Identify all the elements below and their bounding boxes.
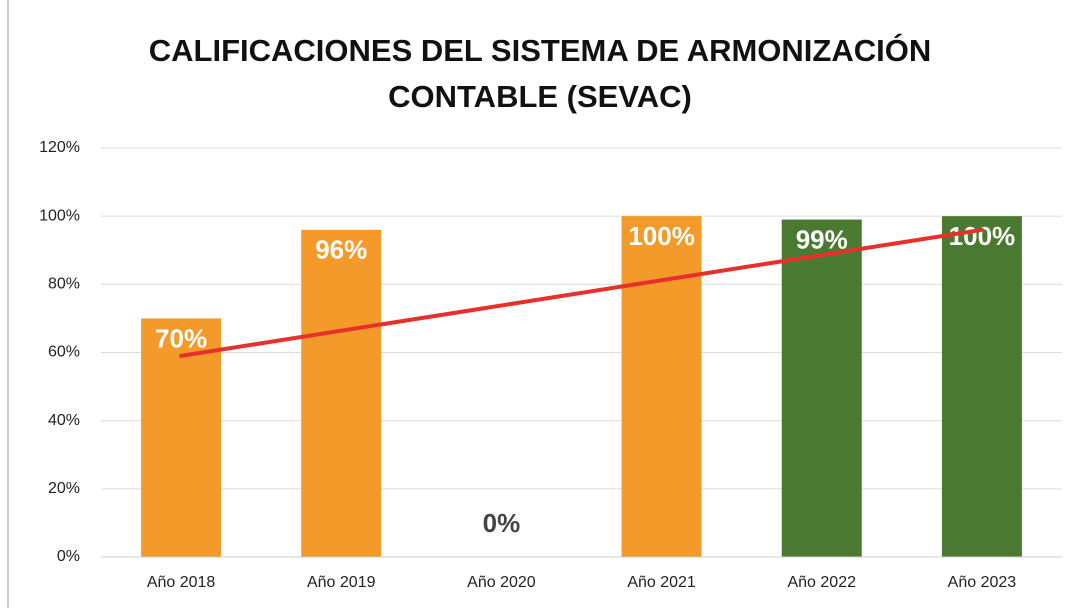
bar [141,318,222,557]
y-tick-label: 80% [48,276,80,293]
x-tick-label: Año 2019 [307,574,376,591]
bar [301,229,382,558]
chart-title: CALIFICACIONES DEL SISTEMA DE ARMONIZACI… [148,33,932,114]
data-label: 96% [315,235,367,265]
y-tick-label: 40% [48,412,80,429]
y-tick-label: 60% [48,344,80,361]
bar [621,216,702,557]
y-tick-label: 20% [48,480,80,497]
data-label: 100% [628,221,695,251]
data-label: 100% [949,221,1016,251]
y-tick-label: 100% [39,207,80,224]
y-tick-label: 0% [57,548,80,565]
data-label: 99% [796,224,848,254]
y-tick-label: 120% [39,139,80,156]
x-tick-label: Año 2021 [627,574,696,591]
data-label: 70% [155,323,207,353]
trend-line [179,227,984,358]
bar [941,216,1022,557]
data-label: 0% [483,508,521,538]
x-tick-label: Año 2023 [948,574,1017,591]
x-tick-label: Año 2018 [147,574,216,591]
x-tick-label: Año 2022 [787,574,856,591]
x-tick-label: Año 2020 [467,574,536,591]
bar [781,219,862,557]
